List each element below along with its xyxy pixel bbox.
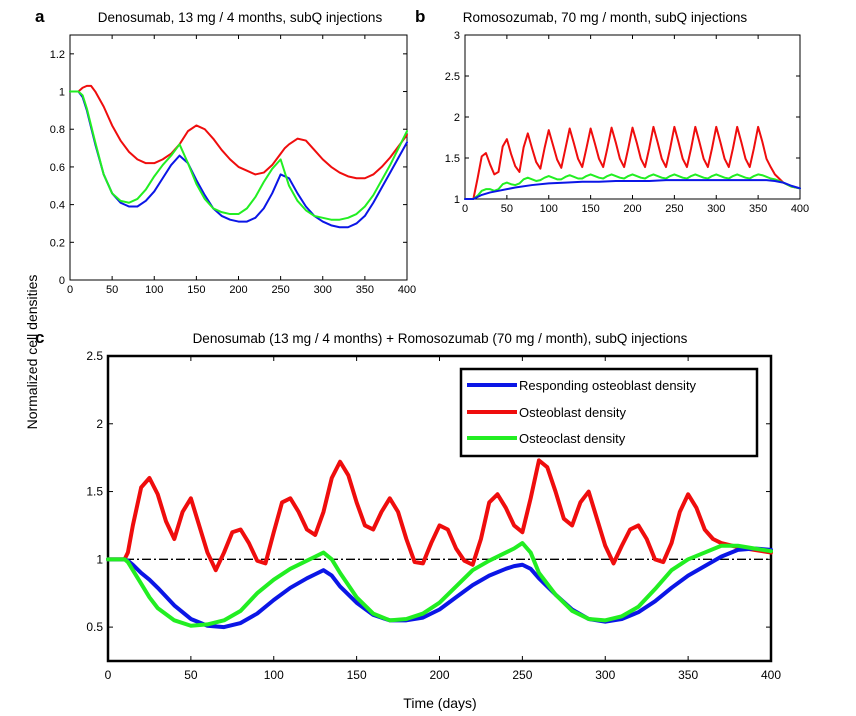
panel-a-x-tick-label: 150 [187, 284, 205, 296]
panel-c-x-tick-label: 250 [512, 668, 532, 682]
panel-c-series-osteoclast [106, 541, 773, 628]
panel-b-x-tick-label: 0 [462, 203, 468, 215]
panel-b-y-tick-label: 1.5 [445, 153, 460, 165]
panel-c-x-tick-label: 350 [678, 668, 698, 682]
panel-b-x-tick-label: 250 [665, 203, 683, 215]
panel-c-y-tick-label: 1 [96, 552, 103, 566]
panel-c-plot: 0 50 100 150 200 250 300 350 400 0.5 1 1.5 2 2.5 [86, 349, 781, 682]
panel-a-x-tick-label: 350 [356, 284, 374, 296]
panel-c-title: Denosumab (13 mg / 4 months) + Romosozum… [193, 331, 688, 346]
panel-c-y-tick-label: 0.5 [86, 620, 103, 634]
panel-a-x-tick-label: 0 [67, 284, 73, 296]
panel-letter-c: c [35, 328, 44, 347]
panel-a-x-tick-label: 250 [271, 284, 289, 296]
panel-a-y-tick-label: 1.2 [50, 49, 65, 61]
panel-a-axes-frame [69, 34, 408, 281]
panel-c-y-tick-label: 2 [96, 417, 103, 431]
panel-a-y-tick-label: 0.2 [50, 237, 65, 249]
panel-a-x-tick-label: 100 [145, 284, 163, 296]
panel-a-y-tick-label: 0.8 [50, 124, 65, 136]
panel-c-y-tick-label: 2.5 [86, 349, 103, 363]
panel-b-x-tick-label: 400 [791, 203, 809, 215]
panel-a-y-tick-label: 0.4 [50, 200, 65, 212]
panel-a-y-tick-label: 0 [59, 275, 65, 287]
panel-b-series-osteoclast [464, 173, 801, 200]
panel-c-x-tick-label: 400 [761, 668, 781, 682]
panel-c-x-axis-label: Time (days) [403, 695, 476, 711]
panel-letter-b: b [415, 7, 425, 26]
panel-c-x-tick-label: 50 [184, 668, 198, 682]
legend-label-osteoclast: Osteoclast density [519, 431, 626, 446]
panel-b-x-tick-label: 350 [749, 203, 767, 215]
panel-c-x-tick-label: 200 [429, 668, 449, 682]
panel-b-title: Romosozumab, 70 mg / month, subQ injecti… [463, 10, 748, 25]
panel-a-series-osteoclast [69, 90, 408, 221]
legend-label-osteoblast: Osteoblast density [519, 405, 626, 420]
legend-label-responding-osteoblast: Responding osteoblast density [519, 378, 697, 393]
panel-c-series-osteoblast [106, 458, 773, 573]
panel-b-plot: 0 50 100 150 200 250 300 350 400 1 1.5 2 2.5 3 [445, 30, 809, 215]
panel-b-y-tick-label: 2.5 [445, 71, 460, 83]
panel-b-series-responding-osteoblast [464, 179, 801, 200]
panel-c-x-tick-label: 0 [105, 668, 112, 682]
panel-c-x-tick-label: 150 [347, 668, 367, 682]
panel-a-y-tick-label: 0.6 [50, 162, 65, 174]
panel-b-x-tick-label: 300 [707, 203, 725, 215]
panel-b-y-tick-label: 2 [454, 112, 460, 124]
panel-b-y-tick-label: 1 [454, 194, 460, 206]
panel-a-title: Denosumab, 13 mg / 4 months, subQ inject… [98, 10, 383, 25]
panel-c-x-tick-label: 100 [264, 668, 284, 682]
panel-a-x-tick-label: 400 [398, 284, 416, 296]
panel-a-x-tick-label: 300 [314, 284, 332, 296]
panel-c-y-tick-label: 1.5 [86, 485, 103, 499]
panel-a-y-tick-label: 1 [59, 87, 65, 99]
panel-a-x-tick-label: 200 [229, 284, 247, 296]
panel-b-series-osteoblast [464, 125, 801, 200]
panel-a-x-tick-label: 50 [106, 284, 118, 296]
panel-c-series-responding-osteoblast [106, 546, 773, 630]
shared-y-axis-label: Normalized cell densities [24, 275, 40, 430]
panel-c-legend: Responding osteoblast density Osteoblast… [459, 367, 759, 458]
panel-b-x-tick-label: 150 [581, 203, 599, 215]
panel-a-series-responding-osteoblast [69, 90, 408, 229]
panel-b-x-tick-label: 100 [540, 203, 558, 215]
panel-letter-a: a [35, 7, 45, 26]
panel-a-series-osteoblast [69, 84, 408, 180]
panel-c-x-tick-label: 300 [595, 668, 615, 682]
panel-b-x-tick-label: 200 [623, 203, 641, 215]
panel-b-y-tick-label: 3 [454, 30, 460, 42]
panel-b-x-tick-label: 50 [501, 203, 513, 215]
panel-a-plot: 0 50 100 150 200 250 300 350 400 0 0.2 0.4 0.6 0.8 1 1.… [50, 34, 416, 296]
